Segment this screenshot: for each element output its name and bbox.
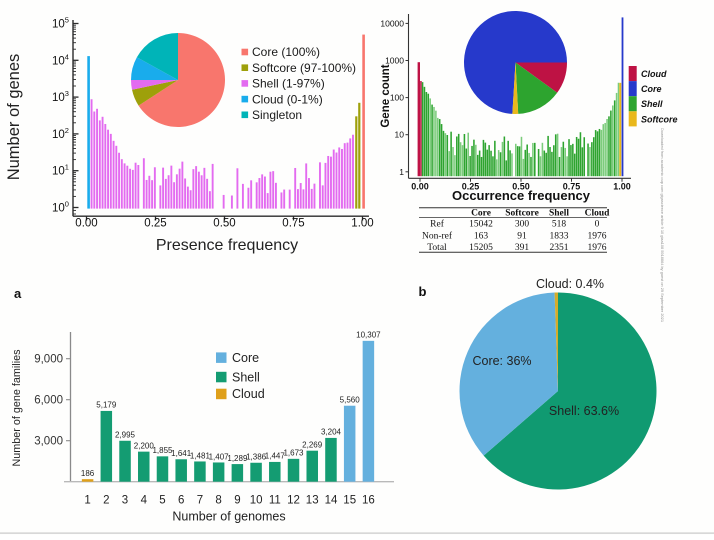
svg-text:300: 300 bbox=[515, 219, 530, 229]
svg-text:2,200: 2,200 bbox=[134, 441, 155, 450]
svg-text:7: 7 bbox=[197, 495, 203, 507]
svg-text:Cloud (0-1%): Cloud (0-1%) bbox=[252, 92, 323, 106]
svg-text:Core: Core bbox=[232, 351, 259, 365]
svg-text:518: 518 bbox=[552, 219, 567, 229]
svg-text:Cloud: Cloud bbox=[232, 387, 265, 401]
svg-text:6,000: 6,000 bbox=[34, 395, 63, 407]
svg-text:1976: 1976 bbox=[588, 243, 607, 253]
svg-text:9,000: 9,000 bbox=[34, 354, 63, 366]
svg-text:186: 186 bbox=[81, 469, 95, 478]
svg-text:0: 0 bbox=[595, 219, 600, 229]
svg-text:6: 6 bbox=[178, 495, 184, 507]
svg-text:Core: Core bbox=[471, 209, 491, 219]
svg-text:Ref: Ref bbox=[430, 218, 445, 229]
svg-text:Number of genes: Number of genes bbox=[5, 54, 23, 181]
svg-text:Shell: Shell bbox=[549, 209, 569, 219]
svg-text:Softcore (97-100%): Softcore (97-100%) bbox=[252, 61, 356, 75]
svg-text:0.00: 0.00 bbox=[411, 182, 429, 192]
svg-text:11: 11 bbox=[269, 495, 281, 507]
svg-text:1,481: 1,481 bbox=[190, 451, 211, 460]
svg-text:0.50: 0.50 bbox=[213, 218, 235, 230]
svg-text:0.75: 0.75 bbox=[563, 182, 581, 192]
svg-text:2,269: 2,269 bbox=[302, 441, 323, 450]
svg-text:1,855: 1,855 bbox=[152, 446, 173, 455]
svg-text:1,289: 1,289 bbox=[227, 454, 248, 463]
svg-text:Shell: Shell bbox=[232, 370, 260, 384]
svg-text:14: 14 bbox=[325, 495, 338, 507]
svg-text:10,307: 10,307 bbox=[356, 331, 381, 340]
svg-text:0.25: 0.25 bbox=[144, 218, 166, 230]
svg-text:101: 101 bbox=[52, 163, 69, 178]
svg-text:Downloaded from academic oup c: Downloaded from academic oup com gigasci… bbox=[660, 128, 665, 323]
svg-text:100: 100 bbox=[52, 200, 69, 215]
svg-text:3: 3 bbox=[122, 495, 128, 507]
svg-text:Core: 36%: Core: 36% bbox=[472, 354, 531, 368]
svg-text:Gene count: Gene count bbox=[380, 64, 392, 127]
svg-text:1,673: 1,673 bbox=[283, 449, 304, 458]
svg-text:b: b bbox=[419, 284, 427, 299]
svg-text:1.00: 1.00 bbox=[351, 218, 373, 230]
svg-text:5: 5 bbox=[159, 495, 165, 507]
svg-text:1000: 1000 bbox=[385, 56, 404, 66]
svg-text:1: 1 bbox=[84, 495, 90, 507]
svg-text:5,560: 5,560 bbox=[340, 396, 361, 405]
svg-text:Shell: Shell bbox=[641, 99, 663, 109]
svg-text:0.00: 0.00 bbox=[75, 218, 97, 230]
svg-text:Total: Total bbox=[427, 243, 447, 253]
svg-text:3,000: 3,000 bbox=[34, 436, 63, 448]
svg-text:1833: 1833 bbox=[550, 231, 569, 241]
svg-text:Singleton: Singleton bbox=[252, 108, 302, 122]
svg-text:10: 10 bbox=[395, 130, 405, 140]
svg-text:Softcore: Softcore bbox=[641, 114, 678, 124]
svg-text:Shell: 63.6%: Shell: 63.6% bbox=[549, 404, 619, 418]
svg-text:Occurrence frequency: Occurrence frequency bbox=[452, 188, 591, 203]
svg-text:1976: 1976 bbox=[588, 231, 607, 241]
svg-text:Non-ref: Non-ref bbox=[422, 230, 453, 241]
svg-text:Presence frequency: Presence frequency bbox=[156, 237, 298, 254]
svg-text:Cloud: Cloud bbox=[585, 209, 611, 219]
svg-text:102: 102 bbox=[52, 126, 69, 141]
svg-text:2351: 2351 bbox=[550, 243, 569, 253]
svg-text:91: 91 bbox=[517, 231, 527, 241]
svg-text:0.25: 0.25 bbox=[462, 182, 480, 192]
svg-text:0.50: 0.50 bbox=[512, 182, 530, 192]
svg-text:Softcore: Softcore bbox=[505, 209, 539, 219]
svg-text:3,204: 3,204 bbox=[321, 428, 342, 437]
svg-text:1,641: 1,641 bbox=[171, 449, 192, 458]
svg-text:Shell (1-97%): Shell (1-97%) bbox=[252, 77, 325, 91]
svg-text:1,447: 1,447 bbox=[265, 452, 286, 461]
svg-text:103: 103 bbox=[52, 89, 69, 104]
svg-text:12: 12 bbox=[287, 495, 300, 507]
svg-text:104: 104 bbox=[52, 52, 69, 67]
svg-text:15: 15 bbox=[343, 495, 356, 507]
svg-text:1: 1 bbox=[399, 167, 404, 177]
svg-text:13: 13 bbox=[306, 495, 319, 507]
svg-text:8: 8 bbox=[215, 495, 221, 507]
svg-text:163: 163 bbox=[474, 231, 489, 241]
svg-text:Number of gene families: Number of gene families bbox=[11, 349, 23, 467]
svg-text:10000: 10000 bbox=[380, 18, 404, 28]
svg-text:16: 16 bbox=[362, 495, 375, 507]
svg-text:391: 391 bbox=[515, 243, 530, 253]
svg-text:100: 100 bbox=[390, 93, 404, 103]
svg-text:5,179: 5,179 bbox=[96, 401, 117, 410]
svg-text:105: 105 bbox=[52, 16, 69, 31]
svg-text:10: 10 bbox=[250, 495, 263, 507]
svg-text:15205: 15205 bbox=[469, 243, 493, 253]
svg-text:2: 2 bbox=[103, 495, 109, 507]
svg-text:1,407: 1,407 bbox=[209, 452, 230, 461]
svg-text:a: a bbox=[14, 286, 22, 301]
svg-text:Number of genomes: Number of genomes bbox=[172, 510, 285, 524]
svg-text:Cloud: 0.4%: Cloud: 0.4% bbox=[536, 277, 604, 291]
svg-text:15042: 15042 bbox=[469, 219, 493, 229]
svg-text:4: 4 bbox=[141, 495, 148, 507]
svg-text:9: 9 bbox=[234, 495, 240, 507]
svg-text:Cloud: Cloud bbox=[641, 69, 667, 79]
svg-text:1.00: 1.00 bbox=[613, 182, 631, 192]
svg-text:0.75: 0.75 bbox=[282, 218, 304, 230]
svg-text:1,386: 1,386 bbox=[246, 453, 267, 462]
svg-text:Core: Core bbox=[641, 84, 662, 94]
svg-text:Core (100%): Core (100%) bbox=[252, 45, 320, 59]
svg-text:2,995: 2,995 bbox=[115, 431, 136, 440]
